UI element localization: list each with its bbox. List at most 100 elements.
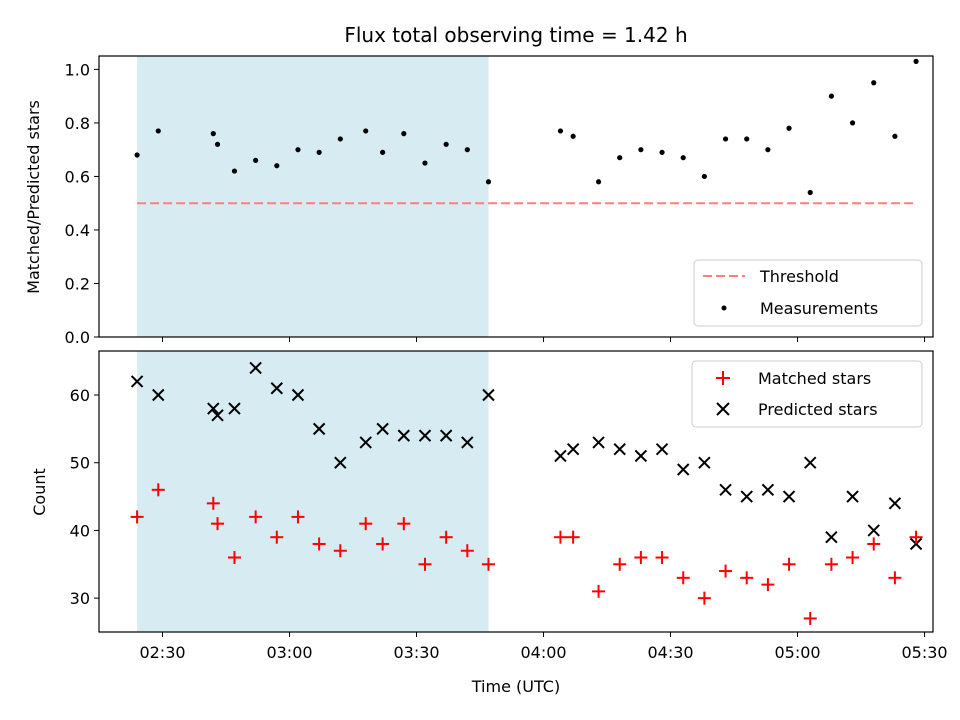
bottom-x-tick-label: 04:30 <box>647 643 693 662</box>
top-y-tick-label: 0.2 <box>65 274 90 293</box>
matched-star-point <box>481 557 495 571</box>
bottom-y-tick-label: 60 <box>70 386 90 405</box>
measurement-point <box>401 131 407 137</box>
predicted-star-point <box>761 483 775 497</box>
matched-stars-series <box>130 483 923 625</box>
measurement-point <box>464 147 470 153</box>
predicted-star-point <box>270 382 284 395</box>
measurement-point <box>744 136 750 142</box>
predicted-star-point <box>152 388 165 402</box>
predicted-star-point <box>359 436 372 449</box>
predicted-star-point <box>312 422 326 436</box>
matched-star-point <box>333 544 347 558</box>
top-shaded-span <box>137 56 489 337</box>
matched-star-point <box>206 496 220 510</box>
measurements-series <box>134 58 919 196</box>
measurement-point <box>570 133 576 139</box>
predicted-star-point <box>655 442 669 456</box>
matched-star-point <box>359 517 373 531</box>
top-legend: Threshold Measurements <box>693 259 923 327</box>
bottom-y-axis: 30 40 50 60 <box>70 386 99 608</box>
measurement-point <box>722 136 729 142</box>
top-y-tick-label: 0.8 <box>65 114 90 133</box>
measurement-point <box>913 58 919 64</box>
matched-star-point <box>376 537 390 551</box>
predicted-star-point <box>909 537 923 551</box>
measurement-point <box>638 147 644 153</box>
matched-star-point <box>634 551 648 565</box>
predicted-star-point <box>804 456 817 469</box>
predicted-star-point <box>461 436 474 449</box>
predicted-star-point <box>554 449 567 463</box>
matched-star-point <box>460 544 474 558</box>
top-y-axis: 0.0 0.2 0.4 0.6 0.8 1.0 <box>65 60 99 347</box>
matched-star-point <box>312 537 326 551</box>
predicted-star-point <box>740 490 753 503</box>
measurement-point <box>134 152 140 158</box>
top-y-tick-label: 0.4 <box>65 221 90 240</box>
bottom-shaded-span <box>137 351 489 632</box>
bottom-x-tick-label: 03:30 <box>393 643 439 662</box>
bottom-x-axis: 02:30 03:00 03:30 04:00 04:30 05:00 05:30 <box>139 632 948 662</box>
bottom-plot-frame <box>98 350 934 633</box>
predicted-star-point <box>334 456 347 469</box>
matched-star-point <box>761 578 775 592</box>
predicted-star-point <box>211 409 224 422</box>
matched-star-point <box>782 557 796 571</box>
predicted-star-point <box>592 436 605 449</box>
measurement-point <box>595 179 602 185</box>
matched-star-point <box>151 483 165 497</box>
bottom-legend-box <box>691 360 923 428</box>
matched-star-point <box>846 551 860 565</box>
bottom-x-tick-label: 02:30 <box>139 643 185 662</box>
matched-star-point <box>676 571 690 585</box>
matched-star-point <box>867 537 881 551</box>
predicted-star-point <box>418 429 432 442</box>
top-legend-box <box>693 259 923 327</box>
legend-matched-label: Matched stars <box>758 369 871 388</box>
predicted-star-point <box>782 490 796 503</box>
bottom-y-tick-label: 40 <box>70 521 90 540</box>
matched-star-point <box>270 530 284 544</box>
measurement-point <box>337 136 343 142</box>
matched-star-point <box>909 530 923 544</box>
measurement-point <box>380 149 386 155</box>
predicted-star-point <box>397 429 411 442</box>
predicted-star-point <box>677 463 690 476</box>
predicted-star-point <box>888 497 902 510</box>
measurement-point <box>295 147 301 153</box>
measurement-point <box>485 179 492 185</box>
measurement-point <box>316 149 322 155</box>
measurement-point <box>214 141 221 147</box>
matched-star-point <box>566 530 580 544</box>
legend-matched-swatch <box>716 371 730 385</box>
legend-predicted-label: Predicted stars <box>758 400 878 419</box>
bottom-y-tick-label: 50 <box>70 454 90 473</box>
predicted-star-point <box>376 422 389 436</box>
top-panel: 0.0 0.2 0.4 0.6 0.8 1.0 Matched/Predicted sta… <box>24 55 934 347</box>
predicted-star-point <box>719 483 732 497</box>
measurement-point <box>253 157 259 163</box>
legend-predicted-swatch <box>716 402 730 416</box>
matched-star-point <box>824 557 838 571</box>
matched-star-point <box>291 510 305 524</box>
measurement-point <box>443 141 449 147</box>
predicted-stars-series <box>130 361 923 551</box>
matched-star-point <box>697 591 711 605</box>
predicted-star-point <box>613 442 626 456</box>
bottom-x-axis-label: Time (UTC) <box>471 677 560 696</box>
measurement-point <box>786 125 792 131</box>
matched-star-point <box>249 510 263 524</box>
predicted-star-point <box>482 388 495 402</box>
predicted-star-point <box>825 530 838 544</box>
predicted-star-point <box>634 449 648 463</box>
matched-star-point <box>719 564 733 578</box>
measurement-point <box>274 163 280 169</box>
predicted-star-point <box>439 429 453 442</box>
measurement-point <box>422 160 428 166</box>
top-plot-frame <box>98 55 934 338</box>
matched-star-point <box>439 530 453 544</box>
predicted-star-point <box>846 490 859 503</box>
matched-star-point <box>130 510 144 524</box>
